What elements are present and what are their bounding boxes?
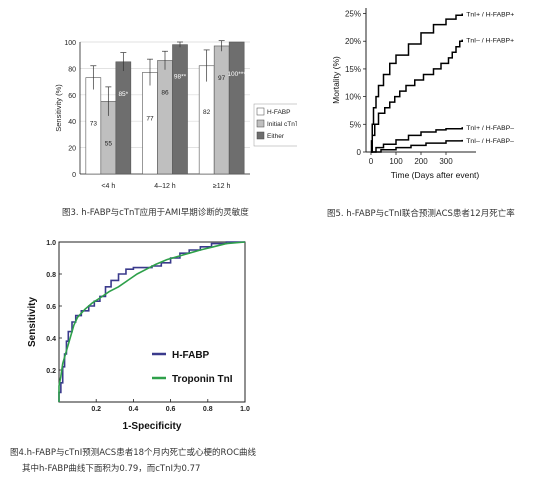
fig5-series-line	[371, 39, 463, 153]
fig5-ytick-label: 0	[357, 148, 362, 157]
fig3-bar	[228, 41, 245, 175]
fig4-series-line	[58, 241, 246, 402]
fig4-xtick-label: 1.0	[240, 406, 250, 413]
fig5-series-label: TnI– / H-FABP–	[466, 138, 514, 145]
fig4-ytick-label: 0.8	[46, 272, 56, 279]
fig4-roc-chart: 0.2 0.4 0.6 0.8 1.0 0.2 0.4 0.6 0.8 1.0 1-Specific…	[27, 240, 250, 432]
fig4-ytick-label: 1.0	[46, 240, 56, 247]
fig3-bar	[198, 65, 215, 175]
fig3-category-label: ≥12 h	[213, 183, 231, 190]
fig4-ytick-label: 0.4	[46, 336, 56, 343]
fig5-ytick-label: 15%	[345, 65, 361, 74]
fig5-series-label: TnI+ / H-FABP+	[466, 12, 514, 19]
fig3-bar-chart: 0 20 40 60 80 100 Sensitivity (%) 73 55 85* <4 h 77…	[54, 40, 297, 190]
fig4-xtick-label: 0.6	[166, 406, 176, 413]
fig5-ytick-label: 5%	[349, 120, 361, 129]
fig4-y-axis-label: Sensitivity	[27, 297, 38, 347]
fig3-bar	[172, 44, 188, 175]
fig3-legend-swatch	[256, 119, 265, 128]
fig4-xtick-label: 0.2	[91, 406, 101, 413]
fig3-category-label: <4 h	[101, 183, 115, 190]
fig3-legend-swatch	[256, 131, 265, 140]
fig4-caption-line1: 图4.h-FABP与cTnI预测ACS患者18个月内死亡或心梗的ROC曲线	[10, 448, 257, 458]
fig3-legend-label: Either	[267, 133, 285, 140]
fig4-ytick-label: 0.6	[46, 304, 56, 311]
fig5-xtick-label: 300	[439, 157, 453, 166]
fig4-xtick-label: 0.8	[203, 406, 213, 413]
fig5-ytick-label: 10%	[345, 93, 361, 102]
fig4-series-line	[58, 241, 245, 402]
fig5-mortality-chart: 0 5% 10% 15% 20% 25% 0 100 200 300 Time (Days afte…	[331, 8, 514, 180]
fig3-ytick-label: 20	[68, 146, 76, 153]
fig3-data-label: 77	[146, 115, 154, 122]
fig3-bar	[142, 72, 158, 175]
fig4-legend-label: Troponin TnI	[172, 374, 233, 385]
fig5-ytick-label: 25%	[345, 10, 361, 19]
fig3-caption: 图3. h-FABP与cTnT应用于AMI早期诊断的灵敏度	[62, 208, 249, 218]
fig3-ytick-label: 80	[68, 66, 76, 73]
fig5-series-line	[371, 127, 463, 153]
fig3-data-label: 73	[90, 121, 98, 128]
fig3-ytick-label: 100	[64, 40, 76, 47]
fig4-xtick-label: 0.4	[129, 406, 139, 413]
fig5-xtick-label: 0	[369, 157, 374, 166]
fig3-legend-swatch	[256, 107, 265, 116]
fig3-bar	[213, 45, 230, 175]
fig3-bar	[115, 61, 132, 175]
fig3-category-label: 4–12 h	[154, 183, 176, 190]
fig3-data-label: 98**	[174, 74, 187, 81]
fig5-series-line	[371, 139, 463, 153]
fig5-ytick-label: 20%	[345, 37, 361, 46]
fig4-plot-frame	[58, 241, 246, 403]
fig3-data-label: 55	[105, 140, 113, 147]
fig5-x-axis-label: Time (Days after event)	[391, 170, 480, 180]
fig5-series-label: TnI+ / H-FABP–	[466, 125, 514, 132]
fig5-xtick-label: 100	[389, 157, 403, 166]
fig3-y-axis-label: Sensitivity (%)	[54, 84, 63, 132]
fig3-data-label: 97	[218, 75, 226, 82]
fig5-y-axis-label: Mortality (%)	[331, 56, 341, 104]
fig3-bar	[157, 60, 173, 175]
fig5-series-line	[370, 13, 463, 153]
fig5-xtick-label: 200	[414, 157, 428, 166]
fig3-ytick-label: 0	[72, 172, 76, 179]
fig4-ytick-label: 0.2	[46, 368, 56, 375]
fig3-data-label: 86	[161, 89, 169, 96]
fig5-caption: 图5. h-FABP与cTnI联合预测ACS患者12月死亡率	[327, 209, 515, 219]
fig3-ytick-label: 60	[68, 93, 76, 100]
fig3-data-label: 85*	[118, 91, 128, 98]
fig4-x-axis-label: 1-Specificity	[123, 421, 182, 432]
fig3-ytick-label: 40	[68, 119, 76, 126]
fig3-data-label: 82	[203, 109, 211, 116]
fig5-series-label: TnI– / H-FABP+	[466, 38, 514, 45]
fig3-legend-label: H-FABP	[267, 109, 290, 116]
fig4-legend-label: H-FABP	[172, 350, 210, 361]
fig3-data-label: 100***	[227, 71, 246, 78]
fig3-legend-label: Initial cTnT	[267, 121, 297, 128]
fig4-caption-line2: 其中h-FABP曲线下面积为0.79，而cTnI为0.77	[22, 464, 201, 474]
